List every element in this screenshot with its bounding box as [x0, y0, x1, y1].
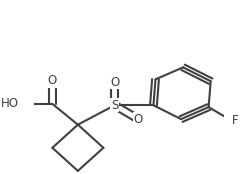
Text: O: O	[48, 74, 57, 87]
Text: O: O	[110, 76, 119, 89]
Text: S: S	[111, 99, 118, 112]
Text: F: F	[232, 114, 239, 128]
Text: O: O	[133, 113, 143, 126]
Text: HO: HO	[1, 97, 19, 110]
